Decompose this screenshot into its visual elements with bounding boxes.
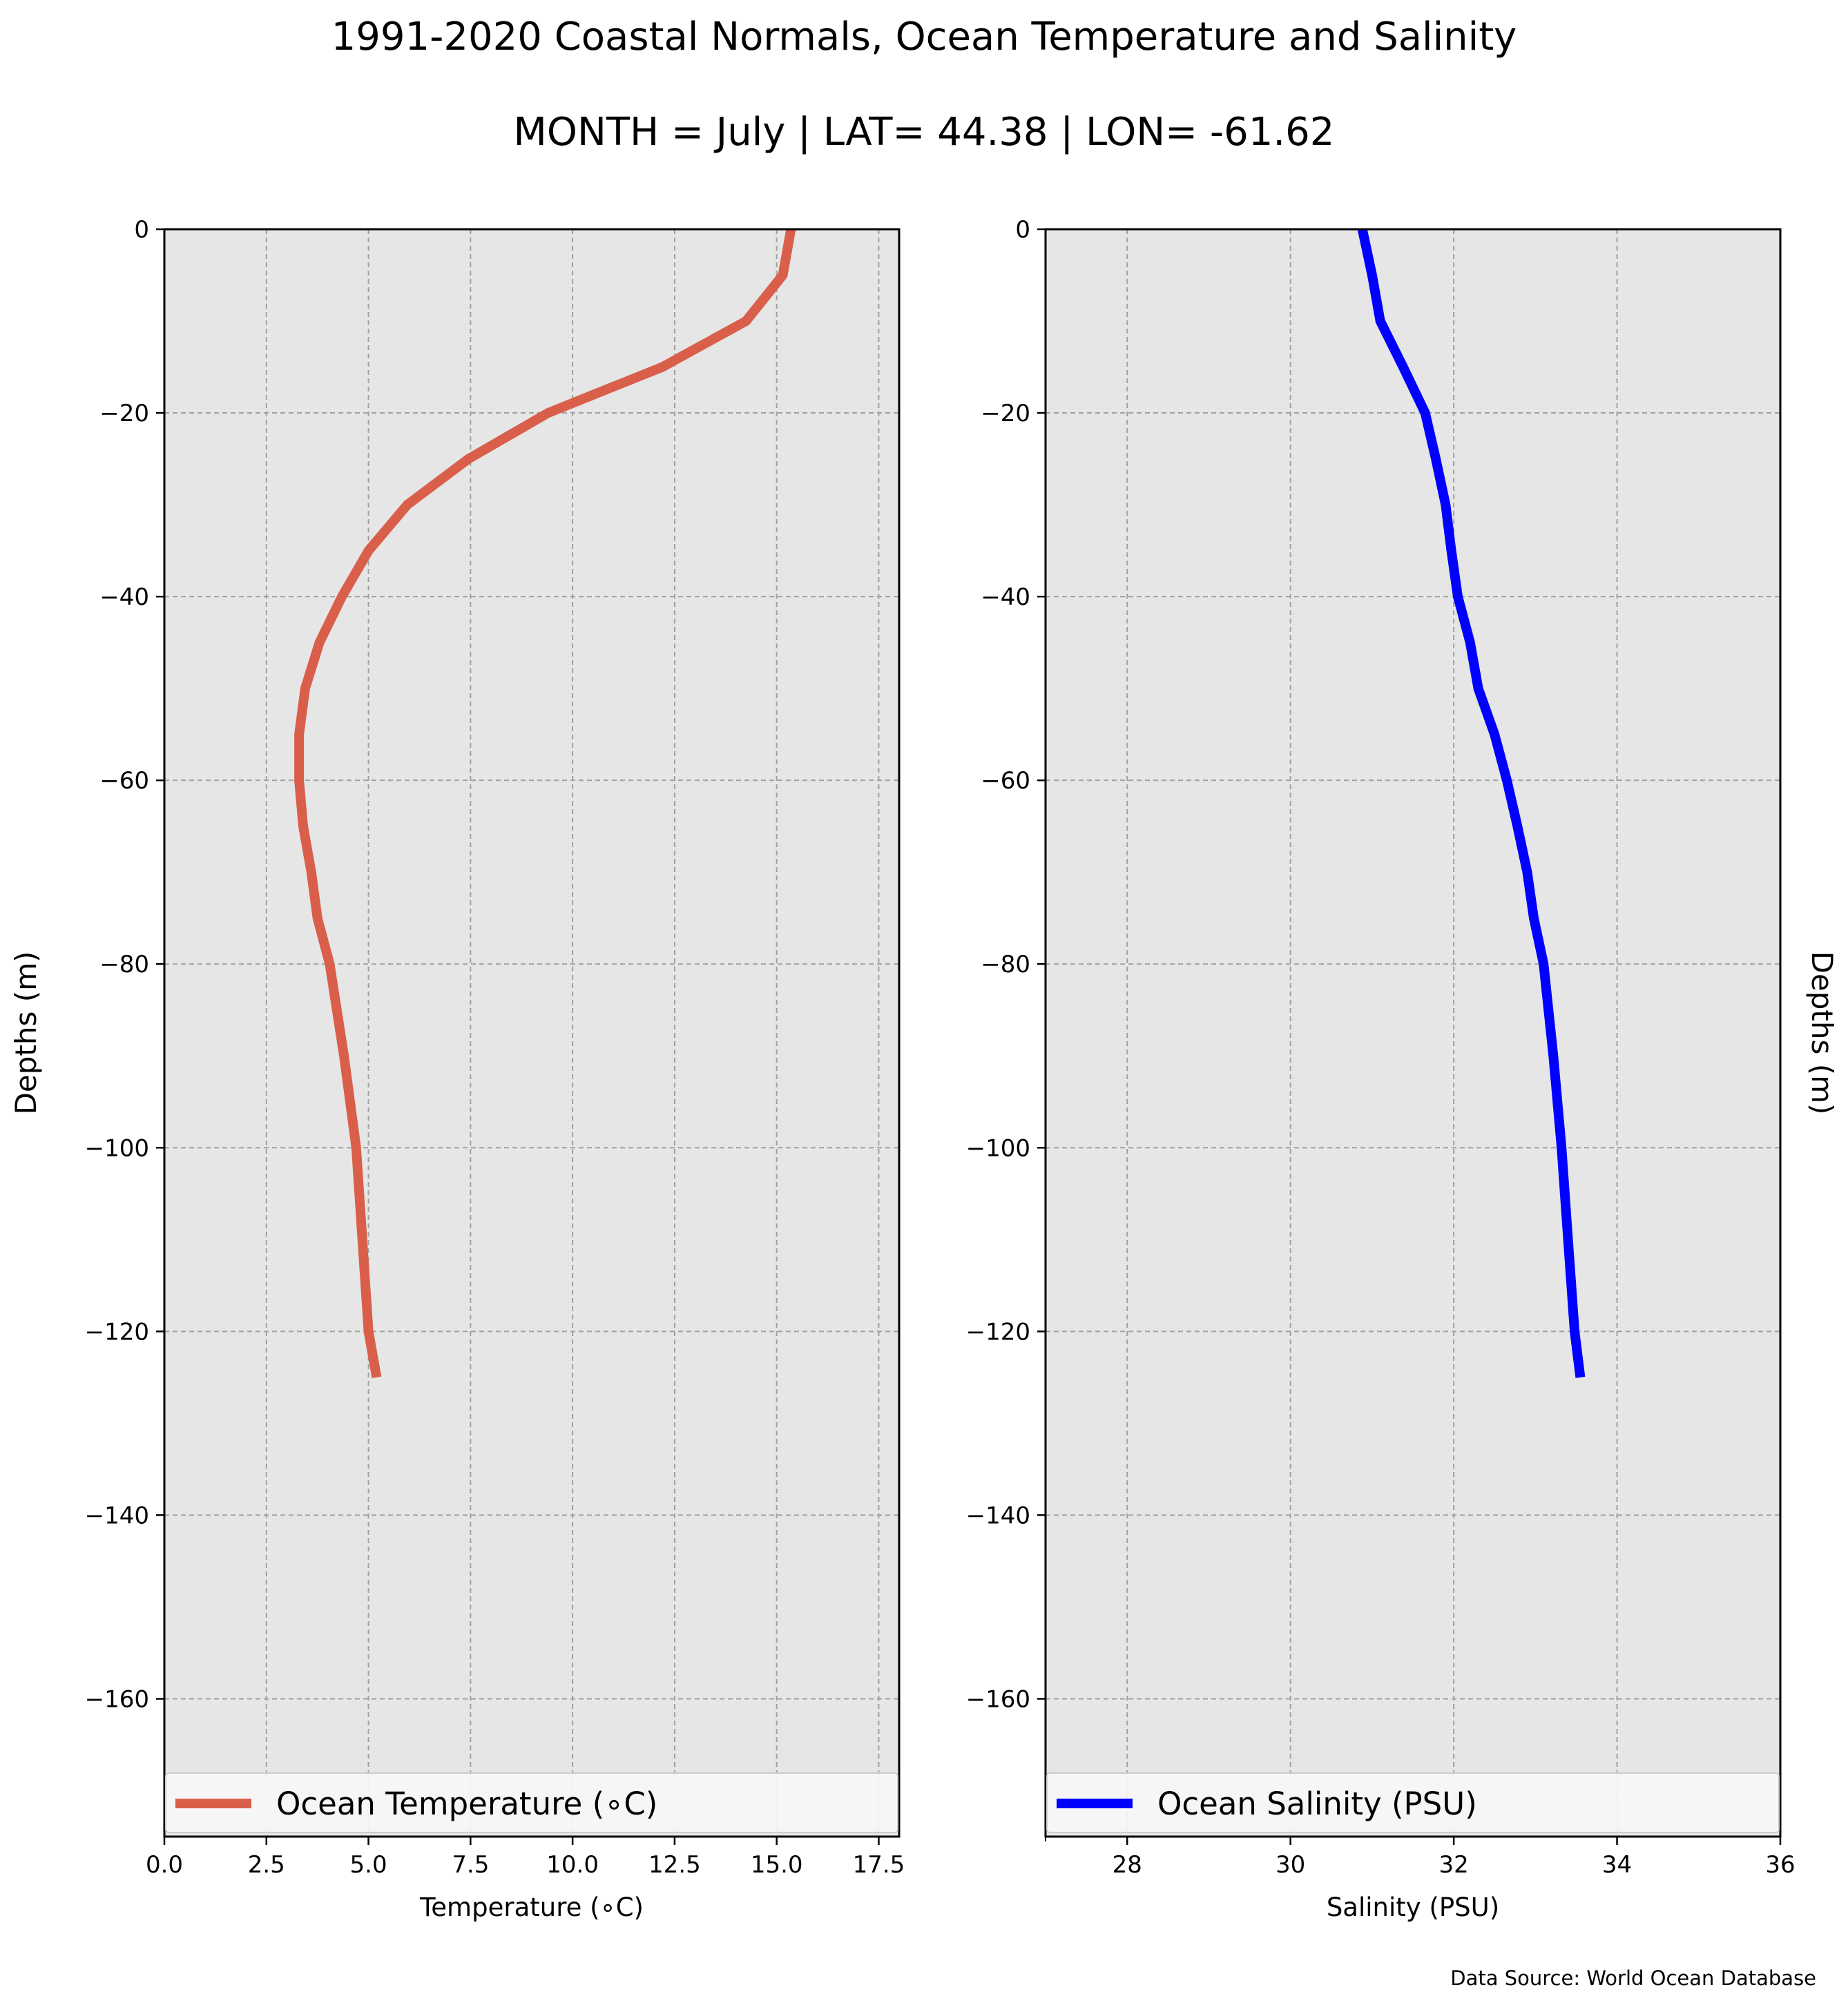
panel-2: 28 30 32 34 36 0 −20 −40 −60 −80 −100 −120 −140 −160 S… [966, 216, 1839, 1922]
plot-area-1 [164, 229, 899, 1837]
x-tick-label: 17.5 [853, 1851, 905, 1879]
y-tick-label: −80 [981, 951, 1030, 978]
plot-frame-2 [1044, 228, 1782, 1838]
x-axis-label: Temperature (∘C) [419, 1893, 644, 1922]
x-tick-label: 7.5 [452, 1851, 489, 1879]
y-tick-label: −60 [99, 767, 149, 795]
y-tick-label: −20 [981, 400, 1030, 427]
legend-box [1046, 1772, 1780, 1833]
legend-2: Ocean Salinity (PSU) [1046, 1772, 1780, 1833]
series-line-1-1 [294, 228, 796, 1379]
plot-frame-1 [163, 228, 901, 1838]
y-tick-label: −80 [99, 951, 149, 978]
legend-1: Ocean Temperature (∘C) [165, 1772, 898, 1833]
y-tick-label: −120 [85, 1318, 149, 1346]
y-tick-label: −160 [966, 1685, 1030, 1713]
x-tick-label: 30 [1276, 1851, 1305, 1879]
y-tick-label: −140 [966, 1502, 1030, 1529]
chart-subtitle: MONTH = July | LAT= 44.38 | LON= -61.62 [514, 110, 1335, 155]
y-tick-label: −100 [966, 1134, 1030, 1162]
series-line-2-1 [1357, 228, 1586, 1378]
y-tick-label: −60 [981, 767, 1030, 795]
y-tick-label: −40 [981, 583, 1030, 611]
y-tick-label: −100 [85, 1134, 149, 1162]
y-tick-label: −120 [966, 1318, 1030, 1346]
x-tick-label: 0.0 [146, 1851, 183, 1879]
x-tick-label: 2.5 [248, 1851, 285, 1879]
x-tick-label: 34 [1602, 1851, 1632, 1879]
x-tick-label: 32 [1438, 1851, 1468, 1879]
y-tick-label: −160 [85, 1685, 149, 1713]
legend-box [165, 1772, 898, 1833]
legend-label: Ocean Temperature (∘C) [276, 1786, 657, 1822]
y-tick-label: 0 [1015, 216, 1030, 244]
panel-1: 0.0 2.5 5.0 7.5 10.0 12.5 15.0 17.5 0 −20 −40 −60 −8… [9, 216, 905, 1922]
y-axis-label: Depths (m) [1805, 951, 1839, 1115]
x-tick-label: 10.0 [546, 1851, 599, 1879]
x-tick-label: 15.0 [751, 1851, 803, 1879]
y-axis-label: Depths (m) [9, 951, 43, 1115]
legend-label: Ocean Salinity (PSU) [1157, 1786, 1477, 1822]
y-tick-label: −40 [99, 583, 149, 611]
y-tick-label: −140 [85, 1502, 149, 1529]
x-tick-label: 5.0 [350, 1851, 387, 1879]
x-tick-label: 12.5 [648, 1851, 701, 1879]
plots: 0.0 2.5 5.0 7.5 10.0 12.5 15.0 17.5 0 −20 −40 −60 −8… [9, 216, 1839, 1922]
chart-title: 1991-2020 Coastal Normals, Ocean Tempera… [331, 14, 1517, 59]
plot-area-2 [1046, 229, 1780, 1837]
data-source-note: Data Source: World Ocean Database [1450, 1966, 1816, 1990]
x-tick-label: 28 [1113, 1851, 1142, 1879]
x-tick-label: 36 [1765, 1851, 1795, 1879]
y-tick-label: 0 [134, 216, 149, 244]
x-axis-label: Salinity (PSU) [1327, 1893, 1499, 1922]
y-tick-label: −20 [99, 400, 149, 427]
